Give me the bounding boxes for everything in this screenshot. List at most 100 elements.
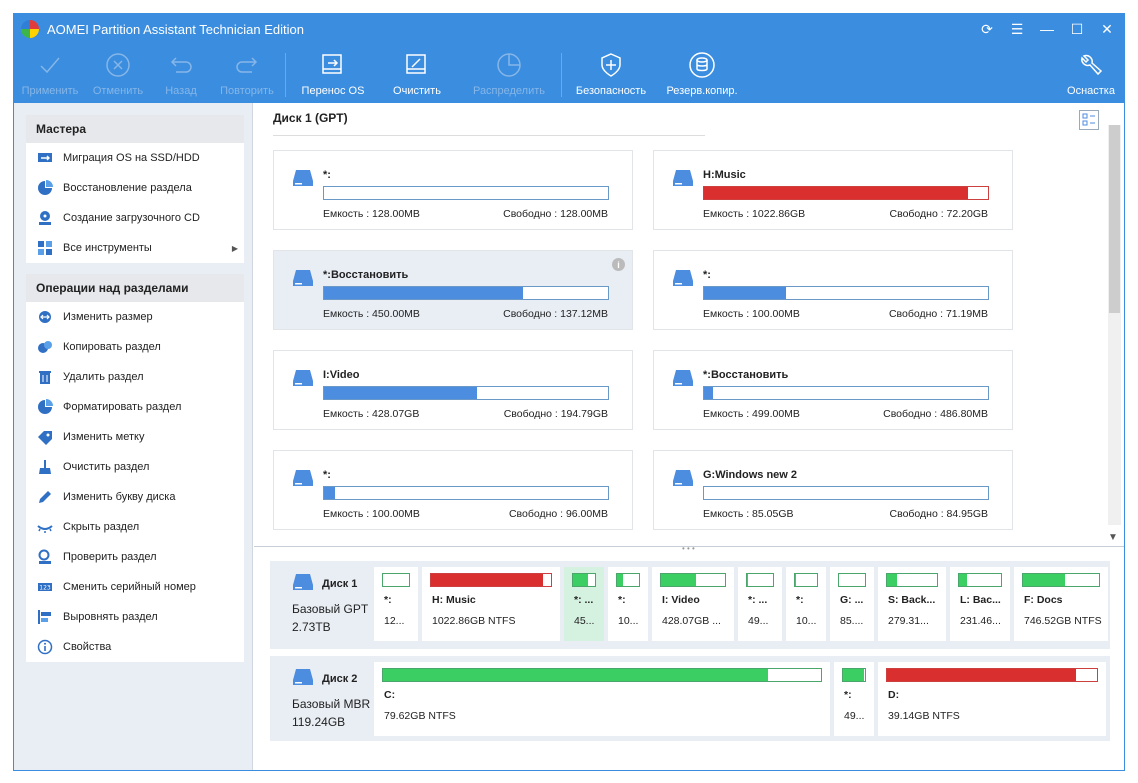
refresh-icon[interactable]: ⟳ [981,20,993,37]
partition-size: 39.14GB NTFS [888,710,960,722]
security-button[interactable]: Безопасность [569,47,653,103]
partition-usage-bar [794,573,818,587]
vertical-scrollbar[interactable]: ▼ [1108,125,1121,543]
allocate-label: Распределить [472,85,546,97]
allocate-button[interactable]: Распределить [465,47,553,103]
backup-button[interactable]: Резерв.копир. [659,47,745,103]
partition-usage-fill [383,669,769,681]
minimize-icon[interactable]: — [1040,21,1054,37]
sidebar-item-format[interactable]: Форматировать раздел [26,392,244,422]
partition-usage-bar [430,573,552,587]
window-title: AOMEI Partition Assistant Technician Edi… [21,20,304,38]
partition-block[interactable]: I: Video 428.07GB ... [652,567,734,641]
partition-size: 1022.86GB NTFS [432,615,516,627]
partition-card[interactable]: *:Восстановить Емкость : 499.00MB Свободно… [653,350,1013,430]
partition-name: *: [703,269,711,281]
partition-card[interactable]: G:Windows new 2 Емкость : 85.05GB Свободно… [653,450,1013,530]
partition-usage-bar [572,573,596,587]
sidebar-item-migrate[interactable]: Миграция OS на SSD/HDD [26,143,244,173]
partition-card[interactable]: I:Video Емкость : 428.07GB Свободно : 194.… [273,350,633,430]
menu-icon[interactable]: ☰ [1010,20,1024,37]
partition-free: Свободно : 96.00MB [508,508,608,520]
partition-label: F: Docs [1024,594,1063,606]
sidebar-item-delete[interactable]: Удалить раздел [26,362,244,392]
sidebar-item-properties[interactable]: Свойства [26,632,244,662]
sidebar-item-label: Очистить раздел [63,461,150,473]
partition-block[interactable]: S: Back... 279.31... [878,567,946,641]
submenu-arrow-icon: ▶ [231,243,238,253]
redo-label: Повторить [220,85,274,97]
partition-usage-fill [431,574,543,586]
sidebar-item-check[interactable]: Проверить раздел [26,542,244,572]
discard-button[interactable]: Отменить [85,47,151,103]
sidebar-item-align[interactable]: Выровнять раздел [26,602,244,632]
usage-bar [323,186,609,200]
partition-name: *: [323,469,331,481]
sidebar-item-label: Миграция OS на SSD/HDD [63,152,200,164]
undo-button[interactable]: Назад [149,47,213,103]
partition-card[interactable]: *:Восстановить Емкость : 450.00MB Свободно… [273,250,633,330]
redo-button[interactable]: Повторить [213,47,281,103]
partition-label: *: [796,594,804,606]
wrench-icon [1076,50,1106,80]
bootable-cd-icon [37,210,53,226]
recovery-icon [37,180,53,196]
disk-row[interactable]: Диск 2 Базовый MBR 119.24GB C: 79.62GB NTFS *… [270,656,1110,741]
partition-block[interactable]: *: 10... [786,567,826,641]
partition-card[interactable]: *: Емкость : 100.00MB Свободно : 96.00MB [273,450,633,530]
partition-card[interactable]: *: Емкость : 100.00MB Свободно : 71.19MB [653,250,1013,330]
partition-label: G: ... [840,594,864,606]
partition-block[interactable]: D: 39.14GB NTFS [878,662,1106,736]
sidebar-item-resize[interactable]: Изменить размер [26,302,244,332]
partition-free: Свободно : 137.12MB [503,308,608,320]
sidebar-item-bootable-cd[interactable]: Создание загрузочного CD [26,203,244,233]
sidebar-item-label: Выровнять раздел [63,611,158,623]
partition-label: *: [384,594,392,606]
sidebar-item-serial[interactable]: 123 Сменить серийный номер [26,572,244,602]
partition-block[interactable]: *: 12... [374,567,418,641]
apply-button[interactable]: Применить [17,47,83,103]
partition-card[interactable]: *: Емкость : 128.00MB Свободно : 128.00MB [273,150,633,230]
window-controls: ⟳ ☰ — ☐ ✕ [973,17,1121,41]
sidebar-item-all-tools[interactable]: Все инструменты ▶ [26,233,244,263]
scroll-down-icon[interactable]: ▼ [1108,532,1118,543]
partition-size: 10... [796,615,817,627]
disk-row[interactable]: Диск 1 Базовый GPT 2.73TB *: 12... H: Music 10… [270,561,1110,649]
sidebar-item-label[interactable]: Изменить метку [26,422,244,452]
info-icon[interactable]: i [612,258,625,271]
sidebar-item-wipe[interactable]: Очистить раздел [26,452,244,482]
wipe-button[interactable]: Очистить [377,47,457,103]
partition-block[interactable]: C: 79.62GB NTFS [374,662,830,736]
usage-bar-fill [704,287,787,299]
scrollbar-thumb[interactable] [1109,125,1120,313]
toolbar-separator [285,53,286,97]
partition-block[interactable]: G: ... 85.... [830,567,874,641]
maximize-icon[interactable]: ☐ [1070,20,1084,37]
sidebar-item-hide[interactable]: Скрыть раздел [26,512,244,542]
partition-block[interactable]: *: 49... [834,662,874,736]
migrate-os-button[interactable]: Перенос OS [293,47,373,103]
sidebar-item-recovery[interactable]: Восстановление раздела [26,173,244,203]
partition-block[interactable]: *: ... 45... [564,567,604,641]
view-mode-icon[interactable] [1079,110,1099,130]
partition-card[interactable]: H:Music Емкость : 1022.86GB Свободно : 72.… [653,150,1013,230]
partition-block[interactable]: F: Docs 746.52GB NTFS [1014,567,1108,641]
partition-block[interactable]: L: Bac... 231.46... [950,567,1010,641]
splitter-grip-icon[interactable]: • • • [682,544,695,553]
close-icon[interactable]: ✕ [1101,20,1113,37]
sidebar-item-label: Создание загрузочного CD [63,212,200,224]
wizards-panel: Мастера Миграция OS на SSD/HDD Восстановл… [26,115,244,263]
sidebar-item-label: Восстановление раздела [63,182,192,194]
sidebar-item-copy[interactable]: Копировать раздел [26,332,244,362]
partition-block[interactable]: *: ... 49... [738,567,782,641]
partition-block[interactable]: *: 10... [608,567,648,641]
sidebar-item-drive-letter[interactable]: Изменить букву диска [26,482,244,512]
hard-drive-icon [292,469,314,490]
partition-block[interactable]: H: Music 1022.86GB NTFS [422,567,560,641]
partition-size: 428.07GB ... [662,615,721,627]
hard-drive-icon [672,369,694,390]
pane-splitter[interactable] [254,546,1125,550]
partition-label: H: Music [432,594,476,606]
tools-button[interactable]: Оснастка [1061,47,1121,103]
partition-name: H:Music [703,169,746,181]
